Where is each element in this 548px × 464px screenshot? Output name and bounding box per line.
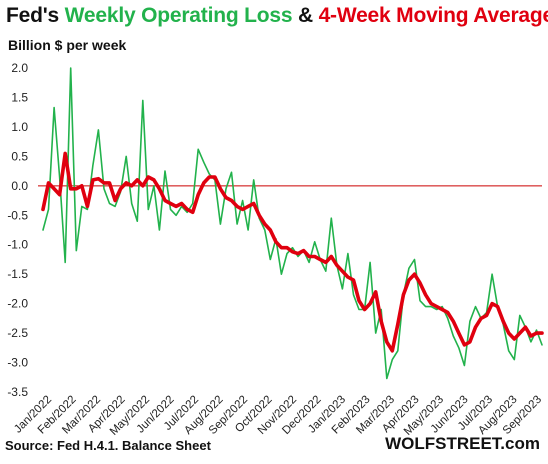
title-part-1: Fed's — [6, 4, 65, 27]
title-part-4: 4-Week Moving Average — [318, 4, 548, 27]
brand-logo-text: WOLFSTREET.com — [385, 434, 540, 453]
y-tick-label: -3.5 — [7, 385, 28, 399]
moving-average-line — [41, 151, 544, 353]
y-tick-label: 1.0 — [11, 120, 28, 134]
y-tick-label: 0.0 — [11, 179, 28, 193]
title-part-2: Weekly Operating Loss — [64, 4, 293, 27]
source-note: Source: Fed H.4.1. Balance Sheet — [5, 438, 211, 453]
y-tick-label: -1.0 — [7, 238, 28, 252]
y-tick-label: -3.0 — [7, 356, 28, 370]
chart-title: Fed's Weekly Operating Loss & 4-Week Mov… — [6, 4, 548, 28]
chart-subtitle: Billion $ per week — [8, 37, 127, 53]
y-tick-label: -1.5 — [7, 267, 28, 281]
y-tick-label: 1.5 — [11, 90, 28, 104]
weekly-loss-line — [42, 67, 543, 380]
y-tick-label: 0.5 — [11, 149, 28, 163]
y-tick-label: -2.0 — [7, 297, 28, 311]
y-tick-label: -2.5 — [7, 326, 28, 340]
y-tick-label: -0.5 — [7, 208, 28, 222]
title-part-3: & — [292, 4, 319, 27]
y-tick-label: 2.0 — [11, 61, 28, 75]
